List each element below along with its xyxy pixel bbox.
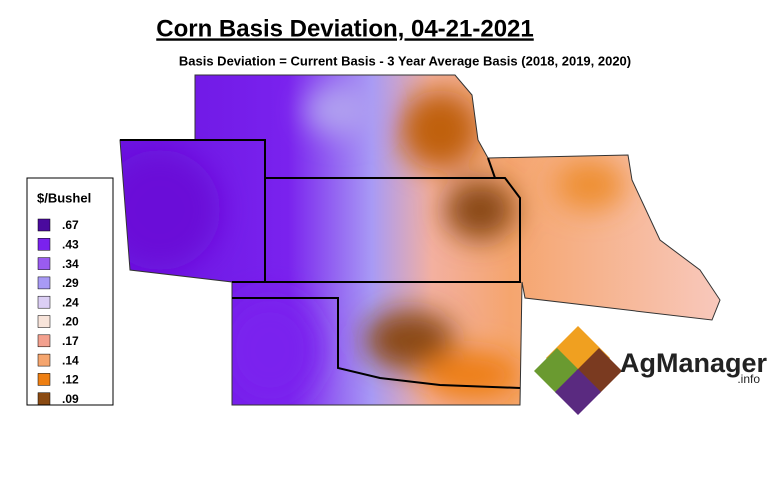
legend-swatch: [37, 218, 51, 232]
legend-swatch: [37, 238, 51, 251]
logo-name: AgManager: [620, 348, 768, 378]
legend-label: .12: [62, 373, 79, 387]
legend-swatch: [37, 353, 51, 367]
logo-suffix: .info: [737, 372, 760, 386]
legend-swatch: [37, 276, 51, 290]
legend-swatch: [37, 315, 51, 328]
state-borders: [120, 139, 521, 389]
title: Corn Basis Deviation, 04-21-2021: [156, 15, 534, 42]
legend-items: .67 .43 .34 .29 .24 .20 .17 .14 .12 .09: [37, 218, 79, 406]
subtitle: Basis Deviation = Current Basis - 3 Year…: [179, 53, 631, 68]
legend-label: .17: [62, 334, 79, 348]
legend-box: [26, 177, 114, 406]
legend-label: .14: [62, 353, 79, 367]
legend-swatch: [37, 295, 51, 309]
legend-swatch: [37, 392, 51, 405]
legend-swatch: [37, 373, 51, 386]
legend-label: .34: [62, 257, 79, 271]
legend-label: .24: [62, 295, 79, 309]
legend-swatch: [37, 334, 51, 348]
legend-label: .09: [62, 392, 79, 406]
legend-label: .29: [62, 276, 79, 290]
legend-swatch: [37, 257, 51, 270]
logo: AgManager .info: [534, 326, 768, 415]
legend-label: .20: [62, 315, 79, 329]
legend-label: .67: [62, 218, 79, 232]
legend-title: $/Bushel: [37, 190, 91, 205]
legend-label: .43: [62, 237, 79, 251]
